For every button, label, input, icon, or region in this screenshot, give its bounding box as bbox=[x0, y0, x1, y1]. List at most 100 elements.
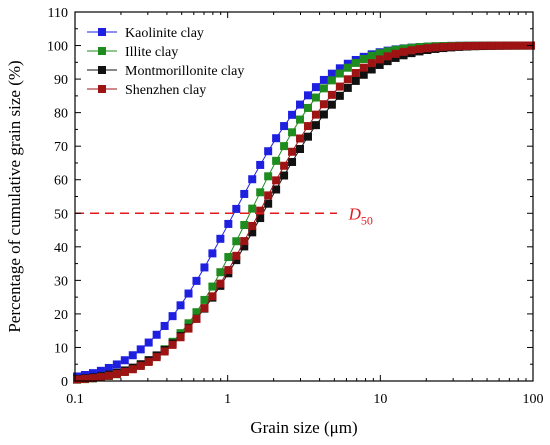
data-point bbox=[311, 110, 320, 119]
data-point bbox=[232, 204, 241, 213]
legend-label: Illite clay bbox=[125, 45, 178, 60]
data-point bbox=[343, 75, 352, 84]
data-point bbox=[240, 189, 249, 198]
data-point bbox=[80, 374, 89, 383]
data-point bbox=[136, 345, 145, 354]
data-point bbox=[200, 295, 209, 304]
data-point bbox=[439, 42, 448, 51]
data-point bbox=[88, 369, 97, 378]
data-point bbox=[232, 256, 241, 265]
legend-label: Montmorillonite clay bbox=[125, 64, 244, 79]
data-point bbox=[367, 59, 376, 68]
data-point bbox=[335, 64, 344, 73]
data-point bbox=[208, 282, 217, 291]
data-point bbox=[240, 242, 249, 251]
data-point bbox=[383, 57, 392, 66]
y-tick-label: 40 bbox=[54, 241, 68, 256]
data-point bbox=[327, 90, 336, 99]
legend-marker bbox=[98, 85, 106, 93]
data-point bbox=[120, 367, 129, 376]
data-point bbox=[367, 65, 376, 74]
data-point bbox=[383, 47, 392, 56]
data-point bbox=[296, 100, 305, 109]
data-point bbox=[319, 84, 328, 93]
legend-marker bbox=[98, 28, 106, 36]
data-point bbox=[208, 249, 217, 258]
x-tick-label: 100 bbox=[523, 392, 544, 407]
data-point bbox=[264, 191, 273, 200]
data-point bbox=[216, 279, 225, 288]
data-point bbox=[288, 157, 297, 166]
x-axis-label: Grain size (μm) bbox=[250, 418, 357, 437]
data-point bbox=[375, 49, 384, 58]
data-point bbox=[248, 175, 257, 184]
data-point bbox=[327, 100, 336, 109]
data-point bbox=[272, 156, 281, 165]
data-point bbox=[303, 122, 312, 131]
data-point bbox=[112, 370, 121, 379]
y-tick-label: 80 bbox=[54, 107, 68, 122]
data-point bbox=[216, 268, 225, 277]
data-point bbox=[280, 171, 289, 180]
data-point bbox=[303, 91, 312, 100]
y-tick-label: 20 bbox=[54, 308, 68, 323]
data-point bbox=[264, 172, 273, 181]
data-point bbox=[343, 63, 352, 72]
data-point bbox=[248, 228, 257, 237]
data-point bbox=[192, 308, 201, 317]
data-point bbox=[335, 91, 344, 100]
legend-item: Illite clay bbox=[87, 45, 178, 60]
data-point bbox=[311, 121, 320, 130]
data-point bbox=[152, 330, 161, 339]
data-point bbox=[319, 100, 328, 109]
data-point bbox=[288, 110, 297, 119]
data-point bbox=[280, 161, 289, 170]
data-point bbox=[160, 321, 169, 330]
data-point bbox=[296, 144, 305, 153]
data-point bbox=[319, 110, 328, 119]
data-point bbox=[359, 63, 368, 72]
data-point bbox=[136, 361, 145, 370]
data-point bbox=[104, 371, 113, 380]
data-point bbox=[503, 41, 512, 50]
data-point bbox=[495, 41, 504, 50]
data-point bbox=[88, 374, 97, 383]
data-point bbox=[144, 357, 153, 366]
data-point bbox=[288, 128, 297, 137]
legend-item: Kaolinite clay bbox=[87, 26, 204, 41]
legend-item: Shenzhen clay bbox=[87, 83, 206, 98]
data-point bbox=[96, 373, 105, 382]
data-point bbox=[112, 360, 121, 369]
data-point bbox=[399, 47, 408, 56]
data-point bbox=[256, 214, 265, 223]
data-point bbox=[359, 70, 368, 79]
data-point bbox=[391, 45, 400, 54]
data-point bbox=[272, 185, 281, 194]
data-point bbox=[256, 188, 265, 197]
data-point bbox=[375, 60, 384, 69]
data-point bbox=[160, 347, 169, 356]
data-point bbox=[319, 75, 328, 84]
legend: Kaolinite clay Illite clay Montmorillonite… bbox=[87, 26, 244, 98]
data-point bbox=[128, 365, 137, 374]
y-tick-label: 0 bbox=[61, 375, 68, 390]
data-point bbox=[296, 134, 305, 143]
y-tick-label: 60 bbox=[54, 174, 68, 189]
data-point bbox=[335, 82, 344, 91]
data-point bbox=[256, 206, 265, 215]
legend-label: Kaolinite clay bbox=[125, 26, 204, 41]
data-point bbox=[431, 43, 440, 52]
data-point bbox=[200, 263, 209, 272]
series-shenzhen-clay bbox=[73, 41, 535, 384]
data-point bbox=[280, 142, 289, 151]
legend-marker bbox=[98, 66, 106, 74]
data-point bbox=[463, 42, 472, 51]
data-point bbox=[272, 176, 281, 185]
x-tick-label: 0.1 bbox=[66, 392, 84, 407]
data-point bbox=[184, 319, 193, 328]
data-point bbox=[311, 93, 320, 102]
data-point bbox=[415, 45, 424, 54]
series-layer bbox=[73, 41, 535, 384]
y-axis-label: Percentage of cumulative grain size (%) bbox=[5, 60, 24, 332]
